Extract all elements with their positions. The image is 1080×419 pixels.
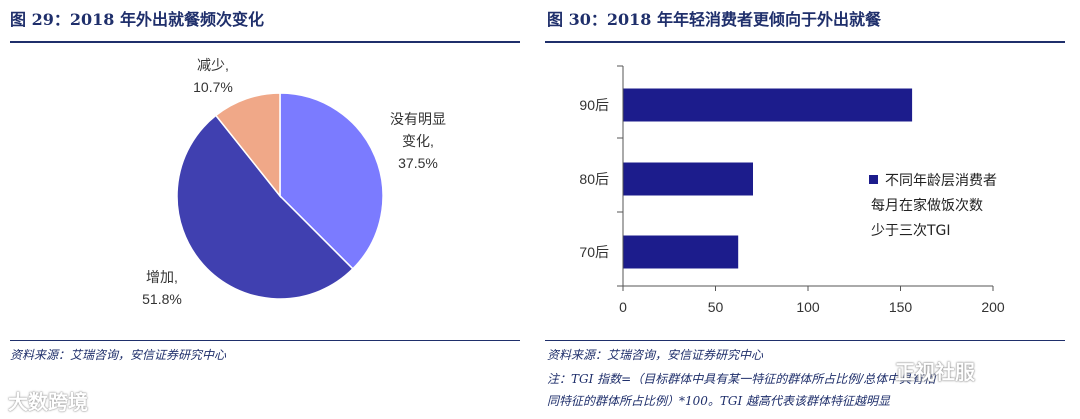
bar-90后 xyxy=(623,88,913,122)
pie-source-note: 资料来源：艾瑞咨询，安信证券研究中心 xyxy=(10,348,227,362)
x-tick-label: 100 xyxy=(796,299,820,315)
bar-source-note: 资料来源：艾瑞咨询，安信证券研究中心 xyxy=(547,348,764,362)
bar-tgi-note-line1: 注：TGI 指数=（目标群体中具有某一特征的群体所占比例/总体中具有相 xyxy=(547,372,936,386)
left-figure-panel: 图 29：2018 年外出就餐频次变化 没有明显变化, 37.5% 增加, 51.8%… xyxy=(0,0,528,419)
y-category-label: 70后 xyxy=(579,244,609,260)
bar-tgi-note-line2: 同特征的群体所占比例）*100。TGI 越高代表该群体特征越明显 xyxy=(547,394,891,408)
bar-title-rule xyxy=(545,41,1065,43)
legend-label: 不同年龄层消费者每月在家做饭次数少于三次TGI xyxy=(871,173,997,239)
pie-label-decrease: 减少, 10.7% xyxy=(193,57,233,95)
watermark-left: 大数跨境 xyxy=(8,390,88,414)
pie-figure-title: 图 29：2018 年外出就餐频次变化 xyxy=(10,10,264,29)
pie-slice-increase xyxy=(176,114,354,300)
bar-source-rule xyxy=(545,340,1065,341)
pie-source-rule xyxy=(10,340,520,341)
x-tick-label: 0 xyxy=(619,299,627,315)
bar-chart: 0 50 100 150 200 90后 80后 70后 不同年龄层消费者每月在家做饭次数少于三… xyxy=(579,65,1005,315)
pie-chart: 没有明显变化, 37.5% 增加, 51.8% 减少, 10.7% xyxy=(142,57,446,307)
x-tick-label: 50 xyxy=(708,299,724,315)
pie-label-no-change: 没有明显变化, 37.5% xyxy=(390,111,446,171)
watermark-right: 正视社服 xyxy=(895,360,975,384)
x-tick-label: 200 xyxy=(981,299,1005,315)
pie-title-rule xyxy=(10,41,520,43)
pie-slice-decrease xyxy=(214,92,281,199)
pie-label-increase: 增加, 51.8% xyxy=(142,269,182,307)
y-category-label: 90后 xyxy=(579,97,609,113)
legend-swatch xyxy=(869,175,878,184)
bar-figure-title: 图 30：2018 年年轻消费者更倾向于外出就餐 xyxy=(547,10,881,29)
x-tick-label: 150 xyxy=(889,299,913,315)
bar-70后 xyxy=(623,235,739,269)
y-category-label: 80后 xyxy=(579,171,609,187)
pie-slice-no-change xyxy=(279,92,384,270)
right-figure-panel: 图 30：2018 年年轻消费者更倾向于外出就餐 0 50 100 150 200 90后… xyxy=(545,0,1080,419)
bar-80后 xyxy=(623,162,753,196)
